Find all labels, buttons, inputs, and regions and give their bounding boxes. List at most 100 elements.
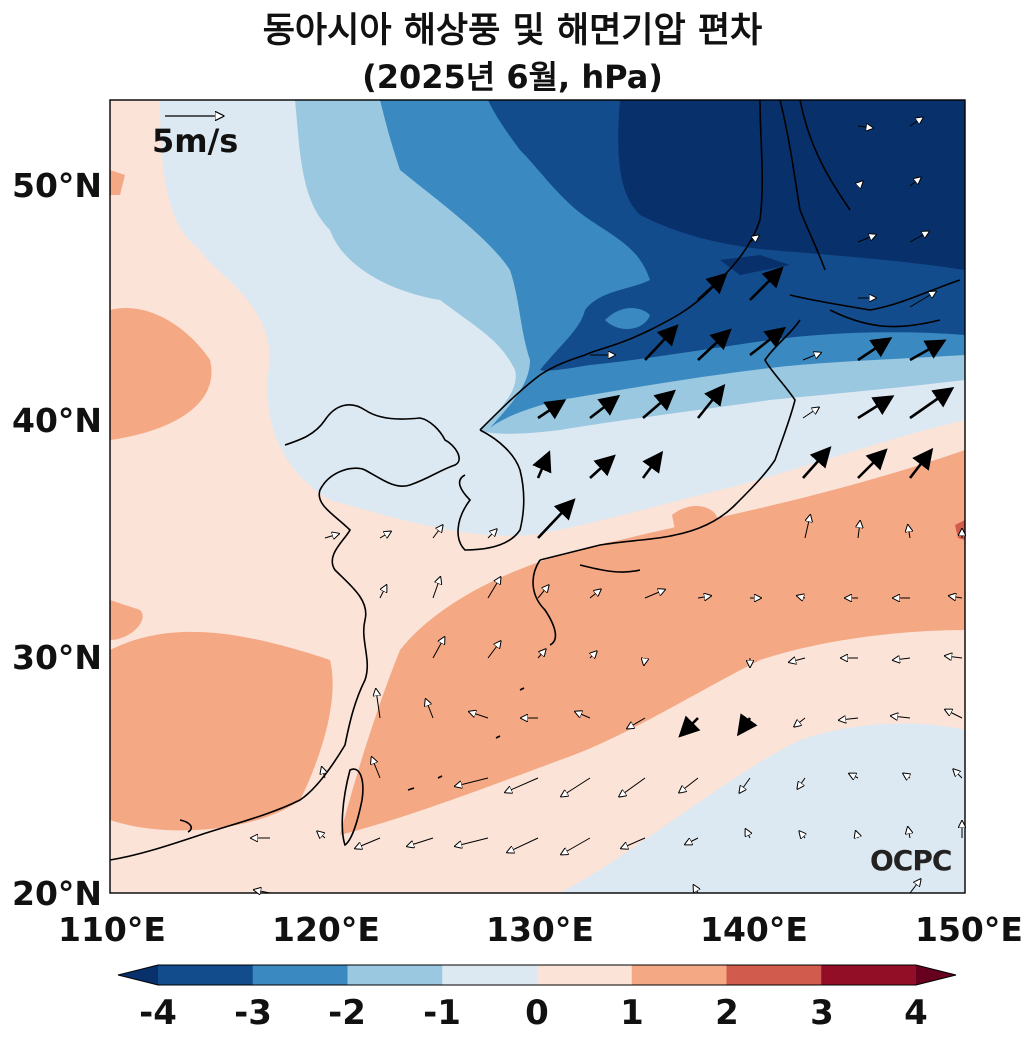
wind-vector-arrow bbox=[857, 235, 875, 243]
lon-tick-120: 120°E bbox=[272, 910, 380, 949]
wind-vector-arrow bbox=[909, 880, 920, 894]
wind-vector-arrow bbox=[686, 837, 699, 844]
wind-vector-arrow bbox=[946, 710, 963, 719]
wind-vector-arrow bbox=[620, 777, 646, 796]
colorbar-frame bbox=[117, 964, 957, 986]
wind-vector-arrow bbox=[372, 758, 381, 779]
wind-vector-arrow bbox=[909, 339, 947, 362]
colorbar-extend-low bbox=[118, 965, 158, 985]
wind-vector-arrow bbox=[749, 326, 787, 357]
colorbar-label: 0 bbox=[525, 993, 549, 1033]
colorbar bbox=[117, 964, 957, 986]
lat-tick-20: 20°N bbox=[12, 874, 103, 913]
colorbar-swatch bbox=[726, 965, 822, 985]
colorbar-label: -3 bbox=[234, 993, 272, 1033]
wind-vector-arrow bbox=[800, 832, 805, 838]
wind-vector-arrow bbox=[532, 450, 552, 479]
wind-vector-arrow bbox=[909, 118, 922, 127]
wind-vector-arrow bbox=[694, 886, 698, 894]
colorbar-label: 2 bbox=[715, 993, 739, 1033]
wind-vector-arrow bbox=[749, 236, 758, 242]
wind-vector-arrow bbox=[892, 716, 911, 718]
wind-vector-arrow bbox=[537, 498, 576, 539]
map-subtitle: (2025년 6월, hPa) bbox=[362, 58, 663, 96]
wind-vector-arrow bbox=[857, 395, 895, 420]
wind-vector-arrow bbox=[802, 446, 832, 479]
wind-vector-arrow bbox=[642, 389, 676, 419]
wind-vector-arrow bbox=[589, 394, 621, 420]
lon-tick-110: 110°E bbox=[58, 910, 166, 949]
wind-vector-arrow bbox=[749, 266, 784, 301]
wind-vector-arrow bbox=[255, 890, 271, 893]
wind-vector-arrow bbox=[904, 774, 910, 778]
wind-vector-arrow bbox=[857, 448, 888, 479]
wind-vector-arrow bbox=[909, 292, 935, 308]
wind-vector-arrow bbox=[576, 712, 591, 719]
wind-vector-arrow bbox=[909, 178, 920, 187]
wind-vector-arrow bbox=[376, 690, 380, 719]
wind-vector-arrow bbox=[840, 718, 859, 720]
colorbar-swatch bbox=[821, 965, 917, 985]
wind-vector-arrow bbox=[644, 324, 679, 361]
colorbar-swatch bbox=[252, 965, 348, 985]
wind-vector-arrow bbox=[908, 828, 910, 839]
colorbar-extend-high bbox=[916, 965, 956, 985]
wind-vector-arrow bbox=[908, 526, 910, 539]
wind-vector-arrow bbox=[946, 656, 963, 658]
wind-vector-arrow bbox=[697, 596, 710, 598]
wind-vector-arrow bbox=[322, 768, 325, 779]
wind-vector-arrow bbox=[858, 182, 862, 186]
wind-vector-arrow bbox=[537, 399, 567, 420]
wind-vector-arrow bbox=[537, 586, 548, 599]
lat-tick-40: 40°N bbox=[12, 401, 103, 440]
wind-vector-arrow bbox=[590, 652, 596, 658]
wind-vector-arrow bbox=[426, 700, 434, 719]
wind-vector-arrow bbox=[487, 530, 496, 539]
colorbar-swatch bbox=[537, 965, 633, 985]
wind-vector-arrow bbox=[804, 516, 810, 539]
wind-vector-arrow bbox=[856, 832, 858, 838]
lon-tick-130: 130°E bbox=[486, 910, 594, 949]
wind-vector-arrow bbox=[356, 837, 381, 848]
wind-vector-arrow bbox=[487, 578, 500, 599]
wind-vector-arrow bbox=[678, 715, 701, 738]
colorbar-label: -4 bbox=[139, 993, 177, 1033]
colorbar-label: 3 bbox=[810, 993, 834, 1033]
wind-vector-arrow bbox=[909, 232, 928, 243]
lat-tick-50: 50°N bbox=[12, 166, 103, 205]
coastline bbox=[110, 100, 961, 861]
wind-vector-arrow bbox=[456, 777, 489, 786]
pressure-anomaly-fill bbox=[110, 100, 965, 893]
wind-vector-arrow bbox=[408, 837, 434, 846]
colorbar-swatch bbox=[158, 965, 254, 985]
map-frame bbox=[109, 99, 966, 894]
wind-vector-arrow bbox=[589, 454, 616, 479]
wind-vector-arrow bbox=[746, 830, 750, 839]
wind-vector-arrow bbox=[641, 450, 664, 479]
wind-vector-arrow bbox=[795, 717, 806, 726]
wind-vector-arrow bbox=[432, 578, 440, 599]
wind-vector-arrow bbox=[798, 596, 806, 598]
ocpc-logo: OCPC bbox=[870, 844, 952, 877]
wind-vector-arrow bbox=[628, 717, 646, 728]
wind-vectors bbox=[252, 118, 962, 893]
wind-vector-arrow bbox=[894, 658, 911, 660]
lat-tick-30: 30°N bbox=[12, 638, 103, 677]
wind-vector-arrow bbox=[622, 837, 646, 848]
wind-vector-arrow bbox=[696, 383, 726, 419]
wind-vector-arrow bbox=[798, 777, 806, 788]
colorbar-label: 4 bbox=[904, 993, 928, 1033]
wind-vector-arrow bbox=[432, 638, 444, 659]
colorbar-label: 1 bbox=[620, 993, 644, 1033]
wind-vector-arrow bbox=[589, 590, 600, 599]
wind-vector-arrow bbox=[324, 534, 338, 538]
wind-vector-arrow bbox=[379, 586, 386, 599]
wind-vector-arrow bbox=[909, 387, 955, 420]
wind-vector-arrow bbox=[697, 272, 728, 301]
wind-vector-arrow bbox=[562, 837, 591, 854]
wind-vector-arrow bbox=[562, 777, 591, 796]
wind-vector-arrow bbox=[802, 353, 820, 361]
wind-vector-arrow bbox=[850, 774, 859, 778]
wind-vector-arrow bbox=[740, 777, 751, 792]
reference-vector-label: 5m/s bbox=[152, 122, 239, 160]
